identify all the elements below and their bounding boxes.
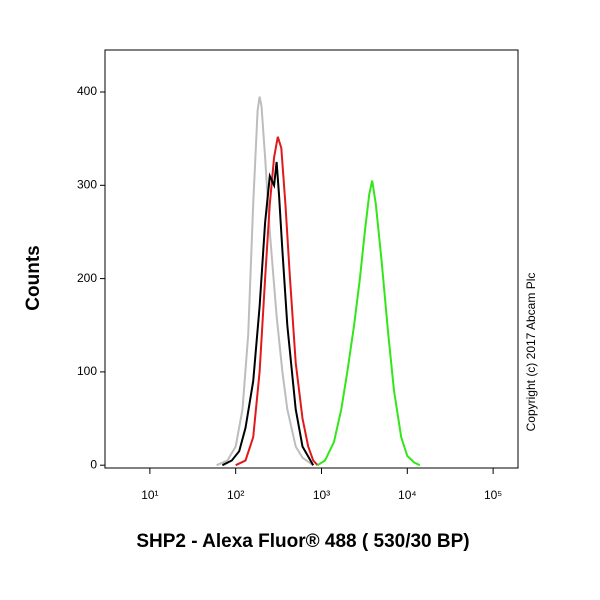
copyright: Copyright (c) 2017 Abcam Plc [524, 273, 538, 432]
y-tick-label: 400 [77, 84, 97, 98]
y-tick-label: 0 [90, 457, 97, 471]
y-tick-label: 300 [77, 177, 97, 191]
histogram-line [221, 161, 315, 467]
histogram-line [216, 96, 314, 467]
x-tick-label: 10⁴ [398, 488, 417, 502]
y-tick-label: 100 [77, 364, 97, 378]
x-tick-label: 10³ [313, 488, 330, 502]
plot-frame [104, 49, 519, 469]
x-tick-label: 10⁵ [484, 488, 502, 502]
x-tick-label: 10¹ [141, 488, 158, 502]
histogram-line [317, 180, 421, 467]
x-axis-title: SHP2 - Alexa Fluor® 488 ( 530/30 BP) [136, 531, 469, 552]
y-axis-title: Counts [23, 245, 44, 310]
x-tick-label: 10² [227, 488, 244, 502]
y-tick-label: 200 [77, 271, 97, 285]
histogram-line [235, 136, 319, 467]
